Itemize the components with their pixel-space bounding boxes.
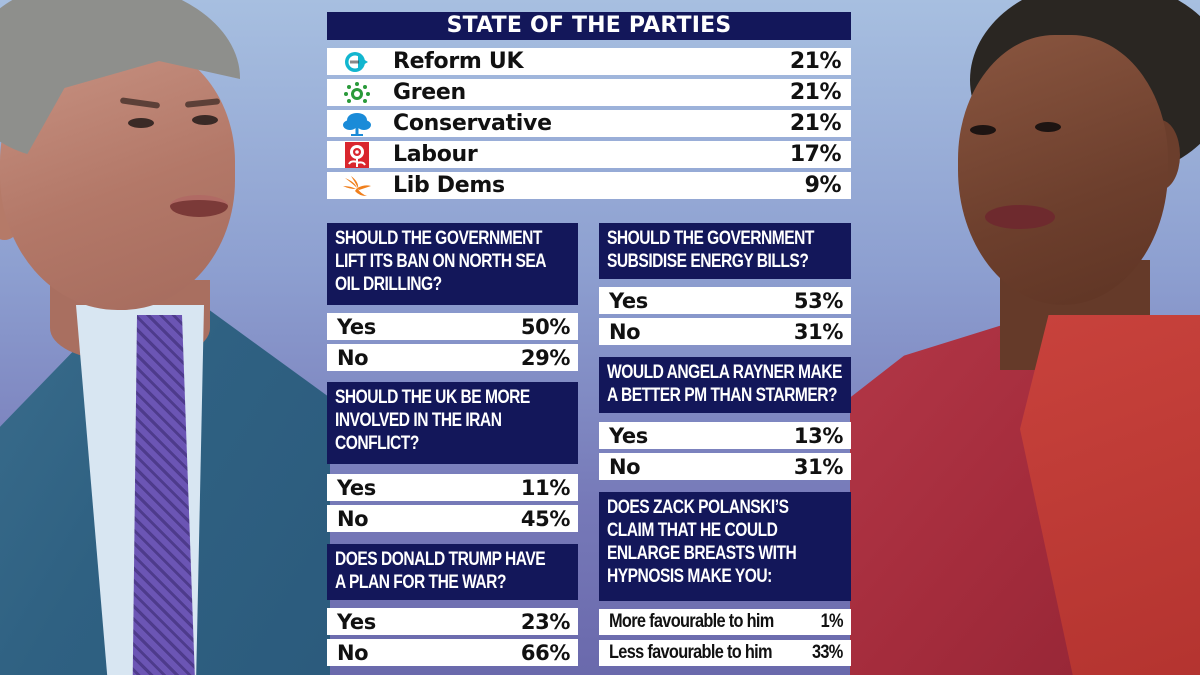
eye xyxy=(1035,122,1061,132)
party-pct: 21% xyxy=(789,49,842,74)
party-name: Conservative xyxy=(393,111,552,136)
answer-label: Yes xyxy=(337,475,376,500)
answer-pct: 13% xyxy=(793,423,843,448)
answer-label: Yes xyxy=(337,314,376,339)
question-energy-bills: SHOULD THE GOVERNMENT SUBSIDISE ENERGY B… xyxy=(599,223,851,279)
answer-row-yes: Yes 53% xyxy=(599,287,851,314)
answer-row-more-favourable: More favourable to him 1% xyxy=(599,609,851,635)
question-rayner-vs-starmer: WOULD ANGELA RAYNER MAKE A BETTER PM THA… xyxy=(599,357,851,413)
party-row-lib-dems: Lib Dems 9% xyxy=(327,172,851,199)
question-line: A PLAN FOR THE WAR? xyxy=(335,572,506,593)
mouth xyxy=(170,195,228,217)
party-row-conservative: Conservative 21% xyxy=(327,110,851,137)
answer-pct: 31% xyxy=(793,319,843,344)
question-line: SHOULD THE UK BE MORE xyxy=(335,387,530,408)
answer-label: No xyxy=(609,454,641,479)
party-row-labour: Labour 17% xyxy=(327,141,851,168)
answer-row-yes: Yes 13% xyxy=(599,422,851,449)
answer-row-no: No 31% xyxy=(599,318,851,345)
party-name: Green xyxy=(393,80,466,105)
question-line: SHOULD THE GOVERNMENT xyxy=(335,228,542,249)
answer-row-yes: Yes 50% xyxy=(327,313,578,340)
answer-pct: 50% xyxy=(520,314,570,339)
conservative-tree-logo-icon xyxy=(327,110,387,137)
party-row-reform: Reform UK 21% xyxy=(327,48,851,75)
green-party-logo-icon xyxy=(327,79,387,106)
question-line: INVOLVED IN THE IRAN xyxy=(335,410,502,431)
face xyxy=(958,35,1168,305)
question-line: ENLARGE BREASTS WITH xyxy=(607,543,797,564)
photo-left-politician xyxy=(0,0,330,675)
party-name: Labour xyxy=(393,142,478,167)
answer-pct: 23% xyxy=(520,609,570,634)
answer-pct: 45% xyxy=(520,506,570,531)
answer-label: Less favourable to him xyxy=(609,642,773,663)
answer-pct: 1% xyxy=(820,611,844,632)
answer-label: More favourable to him xyxy=(609,611,774,632)
answer-label: Yes xyxy=(609,423,648,448)
answer-pct: 33% xyxy=(812,642,843,663)
answer-label: No xyxy=(337,640,369,665)
eye xyxy=(192,115,218,125)
party-pct: 21% xyxy=(789,111,842,136)
answer-row-less-favourable: Less favourable to him 33% xyxy=(599,640,851,666)
answer-label: No xyxy=(609,319,641,344)
answer-row-no: No 45% xyxy=(327,505,578,532)
question-line: CONFLICT? xyxy=(335,433,419,454)
answer-pct: 66% xyxy=(520,640,570,665)
answer-label: No xyxy=(337,506,369,531)
question-north-sea-oil: SHOULD THE GOVERNMENT LIFT ITS BAN ON NO… xyxy=(327,223,578,305)
question-line: SHOULD THE GOVERNMENT xyxy=(607,228,814,249)
answer-label: No xyxy=(337,345,369,370)
labour-rose-logo-icon xyxy=(327,141,387,168)
answer-pct: 11% xyxy=(520,475,570,500)
panel-title: STATE OF THE PARTIES xyxy=(327,12,851,40)
answer-label: Yes xyxy=(609,288,648,313)
answer-pct: 53% xyxy=(793,288,843,313)
question-iran-conflict: SHOULD THE UK BE MORE INVOLVED IN THE IR… xyxy=(327,382,578,464)
answer-pct: 29% xyxy=(520,345,570,370)
eye xyxy=(970,125,996,135)
photo-right-politician xyxy=(850,0,1200,675)
answer-label: Yes xyxy=(337,609,376,634)
question-line: DOES ZACK POLANSKI’S xyxy=(607,497,789,518)
question-line: OIL DRILLING? xyxy=(335,274,442,295)
answer-row-no: No 31% xyxy=(599,453,851,480)
answer-pct: 31% xyxy=(793,454,843,479)
question-line: A BETTER PM THAN STARMER? xyxy=(607,385,838,406)
party-name: Lib Dems xyxy=(393,173,505,198)
party-pct: 17% xyxy=(789,142,842,167)
answer-row-yes: Yes 23% xyxy=(327,608,578,635)
party-row-green: Green 21% xyxy=(327,79,851,106)
question-line: HYPNOSIS MAKE YOU: xyxy=(607,566,772,587)
question-line: DOES DONALD TRUMP HAVE xyxy=(335,549,546,570)
question-polanski-hypnosis: DOES ZACK POLANSKI’S CLAIM THAT HE COULD… xyxy=(599,492,851,601)
party-pct: 9% xyxy=(804,173,842,198)
answer-row-yes: Yes 11% xyxy=(327,474,578,501)
question-trump-war-plan: DOES DONALD TRUMP HAVE A PLAN FOR THE WA… xyxy=(327,544,578,600)
mouth xyxy=(985,205,1055,229)
party-pct: 21% xyxy=(789,80,842,105)
reform-uk-logo-icon xyxy=(327,48,387,75)
question-line: SUBSIDISE ENERGY BILLS? xyxy=(607,251,809,272)
eye xyxy=(128,118,154,128)
answer-row-no: No 66% xyxy=(327,639,578,666)
party-name: Reform UK xyxy=(393,49,524,74)
answer-row-no: No 29% xyxy=(327,344,578,371)
question-line: CLAIM THAT HE COULD xyxy=(607,520,778,541)
lib-dem-bird-logo-icon xyxy=(327,172,387,199)
question-line: WOULD ANGELA RAYNER MAKE xyxy=(607,362,842,383)
question-line: LIFT ITS BAN ON NORTH SEA xyxy=(335,251,547,272)
